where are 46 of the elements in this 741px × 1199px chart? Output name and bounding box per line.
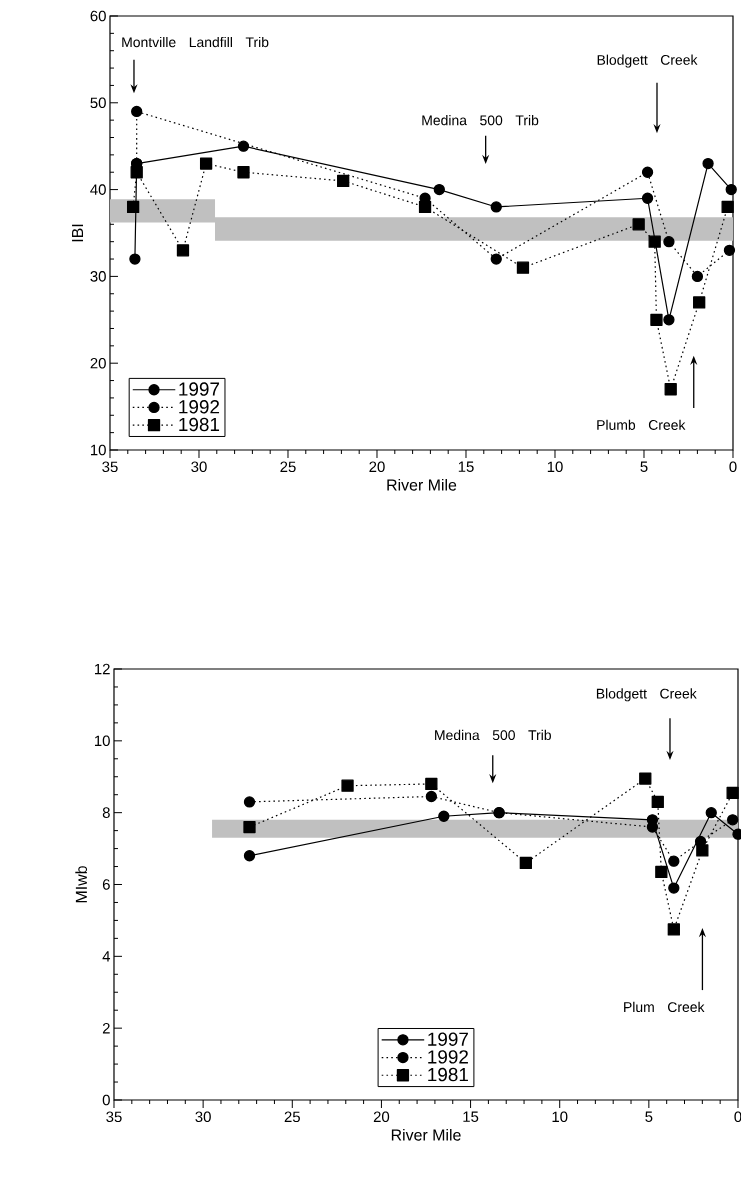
y-tick-label: 4	[102, 951, 111, 962]
y-axis-title: MIwb	[75, 866, 88, 903]
x-tick-label: 35	[106, 1111, 122, 1123]
x-axis-title: River Mile	[391, 1128, 461, 1141]
legend-label: 1981	[428, 1067, 468, 1082]
legend-label: 1997	[179, 382, 220, 396]
legend-label: 1997	[428, 1032, 468, 1046]
annotation: Plumb Creek	[597, 419, 686, 430]
x-tick-label: 20	[369, 461, 385, 473]
x-tick-label: 0	[729, 461, 737, 473]
x-tick-label: 30	[191, 461, 207, 473]
annotation: Medina 500 Trib	[422, 115, 539, 126]
y-tick-label: 30	[90, 271, 106, 282]
y-tick-label: 40	[90, 184, 106, 195]
annotation: Montville Landfill Trib	[122, 36, 269, 48]
y-tick-label: 6	[102, 879, 110, 890]
x-tick-label: 25	[284, 1111, 300, 1123]
x-tick-label: 10	[552, 1111, 568, 1123]
y-tick-label: 60	[90, 10, 106, 22]
x-tick-label: 15	[463, 1111, 479, 1122]
legend-label: 1992	[428, 1050, 468, 1064]
legend-label: 1992	[179, 400, 220, 414]
y-tick-label: 10	[90, 444, 106, 456]
x-tick-label: 20	[373, 1111, 390, 1123]
annotation: Medina 500 Trib	[435, 729, 551, 741]
y-tick-label: 10	[94, 735, 110, 747]
y-tick-label: 2	[102, 1022, 110, 1034]
annotation: Plum Creek	[624, 1001, 705, 1013]
x-tick-label: 35	[102, 461, 118, 473]
legend-label: 1981	[179, 417, 220, 432]
x-tick-label: 15	[458, 461, 474, 472]
y-tick-label: 20	[90, 357, 106, 369]
x-axis-title: River Mile	[387, 478, 457, 491]
y-tick-label: 0	[102, 1094, 110, 1106]
x-tick-label: 0	[734, 1111, 741, 1123]
y-tick-label: 12	[94, 663, 110, 675]
x-tick-label: 25	[280, 461, 296, 473]
x-tick-label: 5	[645, 1111, 653, 1122]
annotation: Blodgett Creek	[596, 688, 697, 702]
x-tick-label: 10	[547, 461, 563, 473]
y-tick-label: 50	[90, 97, 106, 109]
x-tick-label: 30	[195, 1111, 211, 1123]
y-tick-label: 8	[102, 807, 110, 818]
x-tick-label: 5	[640, 461, 648, 472]
y-axis-title: IBI	[72, 224, 84, 242]
annotation: Blodgett Creek	[597, 54, 698, 68]
